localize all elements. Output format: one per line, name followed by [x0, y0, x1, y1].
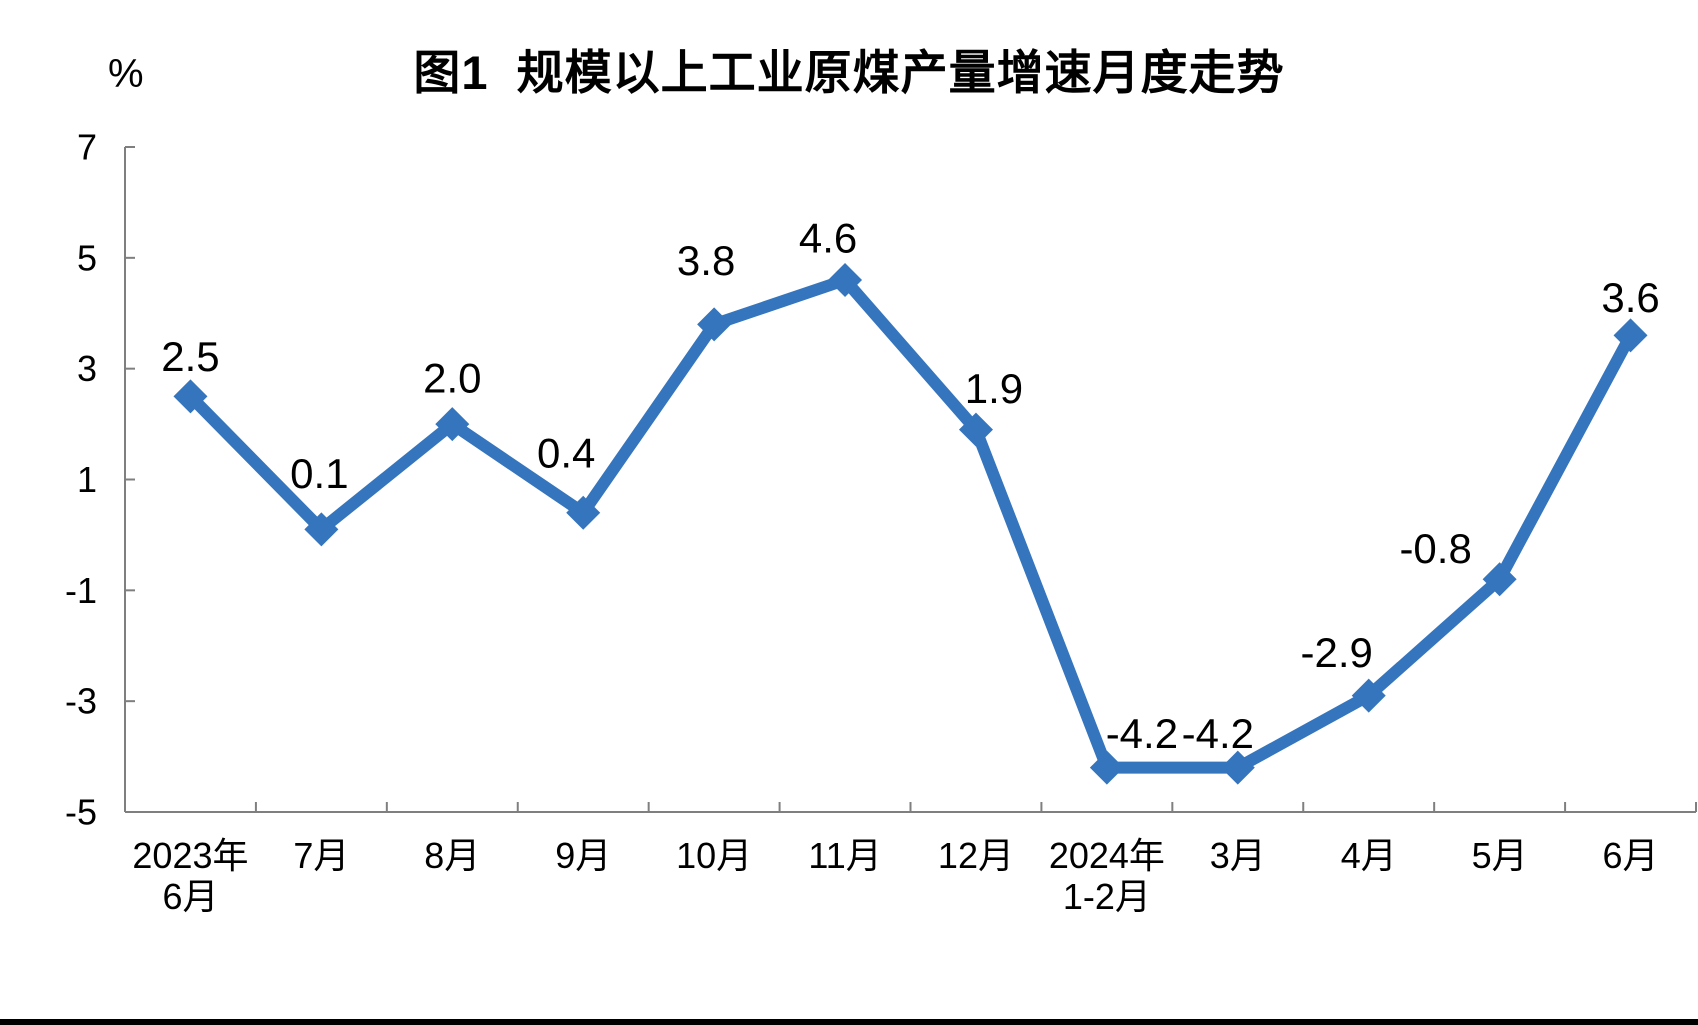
x-tick-label: 3月: [1210, 835, 1266, 876]
x-tick-label: 2024年 1-2月: [1049, 835, 1165, 917]
y-tick-label: 1: [77, 459, 97, 500]
y-tick-label: 7: [77, 127, 97, 168]
data-point-label: 0.4: [537, 429, 595, 476]
data-point-marker: [1482, 562, 1517, 597]
chart-title: 图1 规模以上工业原煤产量增速月度走势: [413, 46, 1285, 99]
y-axis-unit-label: %: [108, 52, 144, 96]
data-point-marker: [435, 407, 470, 442]
data-point-label: 1.9: [965, 365, 1023, 412]
x-tick-label: 11月: [808, 835, 881, 876]
data-point-label: 2.5: [161, 333, 219, 380]
x-tick-label: 9月: [555, 835, 611, 876]
x-tick-label: 12月: [938, 835, 1014, 876]
x-tick-label: 6月: [1603, 835, 1659, 876]
data-point-marker: [958, 412, 993, 447]
data-point-marker: [828, 263, 863, 297]
data-point-label: -2.9: [1301, 629, 1373, 676]
data-point-marker: [1220, 750, 1255, 785]
data-point-label: 3.6: [1601, 274, 1659, 321]
x-tick-label: 2023年 6月: [132, 835, 248, 917]
data-point-label: 3.8: [677, 237, 735, 284]
x-tick-label: 7月: [293, 835, 349, 876]
data-point-label: 0.1: [290, 450, 348, 497]
data-point-label: -4.2: [1106, 710, 1178, 757]
x-tick-label: 8月: [424, 835, 480, 876]
bottom-border-bar: [0, 1019, 1698, 1025]
data-point-marker: [1089, 750, 1124, 785]
y-tick-label: 5: [77, 237, 97, 278]
x-tick-label: 4月: [1341, 835, 1397, 876]
data-point-marker: [304, 512, 339, 547]
data-point-marker: [566, 495, 601, 530]
data-point-marker: [1613, 318, 1648, 353]
data-point-marker: [173, 379, 208, 414]
y-tick-label: 3: [77, 348, 97, 389]
x-tick-label: 5月: [1472, 835, 1528, 876]
data-point-marker: [1351, 678, 1386, 713]
data-point-label: 2.0: [423, 355, 481, 402]
data-point-marker: [697, 307, 732, 342]
series-line: [184, 274, 1637, 774]
y-tick-label: -3: [65, 681, 97, 722]
data-point-label: 4.6: [799, 215, 857, 262]
data-point-label: -4.2: [1182, 710, 1254, 757]
y-tick-label: -1: [65, 570, 97, 611]
y-tick-label: -5: [65, 792, 97, 833]
data-point-label: -0.8: [1399, 525, 1471, 572]
x-tick-label: 10月: [676, 835, 752, 876]
